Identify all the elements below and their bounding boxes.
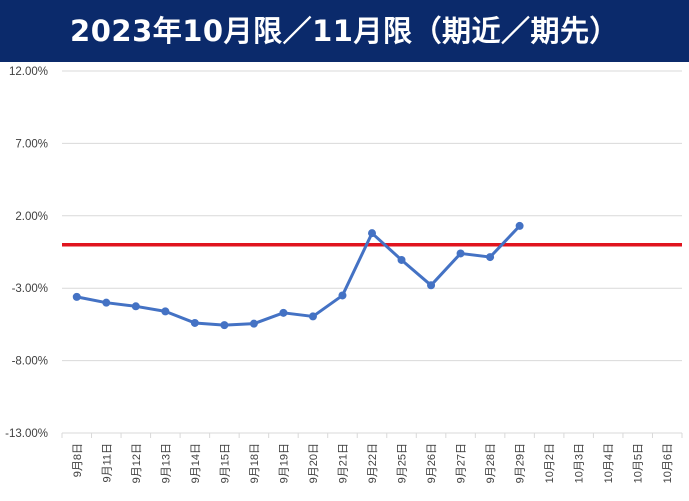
y-tick-label: -8.00% [12,356,48,368]
data-point [427,281,436,290]
title-banner: 2023年10月限／11月限（期近／期先） [0,0,689,62]
data-point [161,307,170,316]
data-point [308,312,317,321]
x-tick-label: 10月4日 [603,443,615,483]
data-point [397,255,406,264]
x-tick-label: 9月13日 [160,443,172,483]
data-point [486,253,495,262]
x-tick-label: 9月11日 [101,443,113,483]
x-tick-label: 9月14日 [190,443,202,483]
x-tick-label: 9月18日 [249,443,261,483]
data-point [190,318,199,327]
x-tick-label: 9月21日 [337,443,349,483]
x-tick-label: 9月28日 [485,443,497,483]
x-tick-label: 9月25日 [397,443,409,483]
y-tick-label: 2.00% [15,211,48,223]
data-point [249,319,258,328]
x-tick-label: 9月12日 [131,443,143,483]
x-tick-label: 9月27日 [456,443,468,483]
x-tick-label: 10月5日 [633,443,645,483]
data-point [131,302,140,311]
y-tick-label: 7.00% [15,138,48,150]
data-point [102,298,111,307]
y-tick-label: 12.00% [9,66,48,78]
x-tick-label: 9月26日 [426,443,438,483]
data-point [368,229,376,238]
data-point [279,308,288,317]
data-point [456,249,465,258]
series-line [75,224,522,327]
x-tick-label: 9月20日 [308,443,320,483]
data-point [72,292,81,301]
x-tick-label: 10月3日 [574,443,586,483]
chart-title: 2023年10月限／11月限（期近／期先） [70,14,619,48]
y-tick-label: -3.00% [12,283,48,295]
x-tick-label: 9月15日 [219,443,231,483]
x-tick-label: 10月2日 [544,443,556,483]
data-point [220,321,229,330]
chart-area: 12.00% 7.00% 2.00% -3.00% -8.00% -13.00% 9月8日 9… [0,62,689,497]
data-point [515,221,524,230]
x-tick-label: 9月29日 [515,443,527,483]
y-tick-label: -13.00% [5,428,48,440]
data-point [338,291,347,300]
x-tick-label: 9月19日 [278,443,290,483]
x-tick-label: 9月8日 [72,443,84,477]
x-tick-label: 10月6日 [662,443,674,483]
x-tick-label: 9月22日 [367,443,379,483]
line-chart: 12.00% 7.00% 2.00% -3.00% -8.00% -13.00% 9月8日 9… [5,66,683,483]
